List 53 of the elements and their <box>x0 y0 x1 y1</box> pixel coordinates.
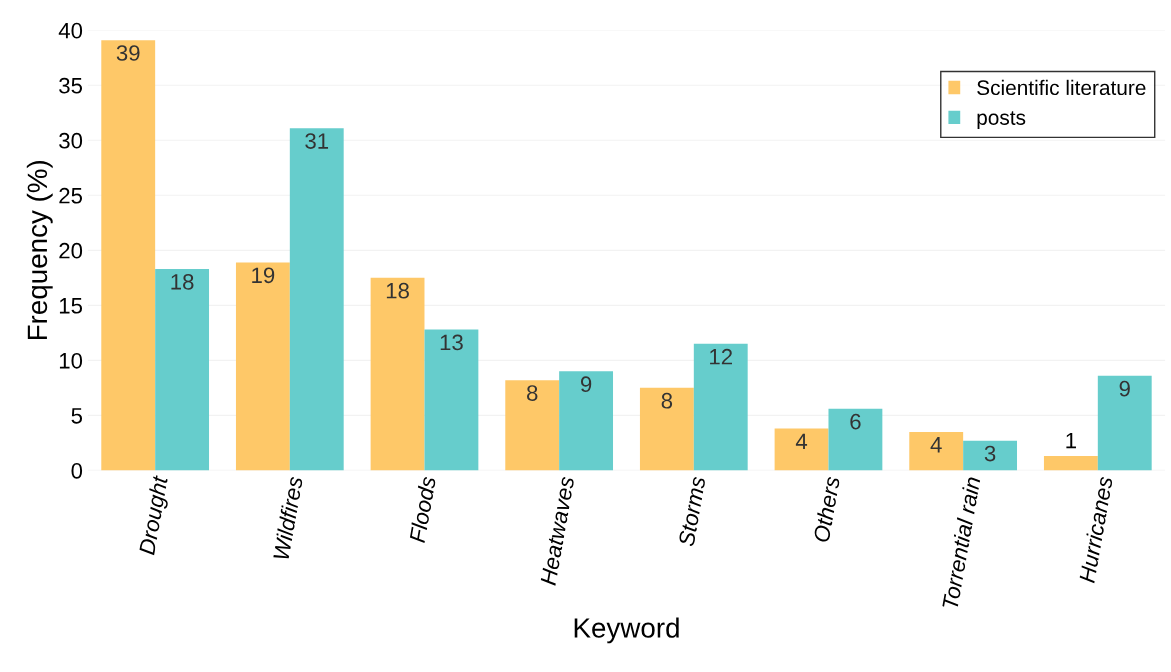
data-label: 6 <box>850 413 861 430</box>
x-tick-label: Wildfires <box>272 475 304 560</box>
data-label: 9 <box>1119 380 1130 397</box>
data-label: 31 <box>305 133 329 149</box>
data-label: 39 <box>116 45 140 61</box>
x-tick-label: Storms <box>678 475 706 547</box>
y-tick-label: 25 <box>59 187 83 204</box>
bar <box>1043 456 1098 471</box>
x-axis-title: Keyword <box>574 617 679 644</box>
y-tick-label: 15 <box>59 298 83 314</box>
y-tick-label: 40 <box>58 22 83 39</box>
bar <box>774 428 829 471</box>
data-label: 9 <box>580 376 592 393</box>
x-tick-label: Heatwaves <box>540 475 575 586</box>
x-tick-label: Drought <box>138 474 173 557</box>
bar <box>235 262 290 471</box>
x-tick-label: Floods <box>408 475 437 544</box>
y-tick-label: 20 <box>59 242 83 259</box>
bar <box>693 343 748 471</box>
bar <box>1097 375 1152 471</box>
bar <box>639 387 694 471</box>
bar <box>155 269 210 471</box>
data-label: 4 <box>795 433 808 450</box>
legend-label: Scientific literature <box>977 79 1146 96</box>
bar <box>559 371 614 471</box>
data-label: 12 <box>710 348 732 365</box>
data-label: 3 <box>984 445 996 462</box>
y-tick-label: 0 <box>71 462 83 479</box>
data-label: 13 <box>440 334 463 351</box>
legend-label: posts <box>977 111 1026 130</box>
y-tick-label: 10 <box>59 352 83 369</box>
data-label: 18 <box>171 274 194 290</box>
data-label: 1 <box>1066 432 1076 449</box>
bar <box>101 40 156 471</box>
data-label: 18 <box>386 282 409 299</box>
bar <box>505 380 560 471</box>
bar <box>424 329 479 471</box>
y-tick-label: 30 <box>59 132 83 149</box>
y-tick-label: 35 <box>59 77 83 94</box>
bar <box>289 128 344 471</box>
x-tick-label: Hurricanes <box>1078 475 1113 584</box>
data-label: 19 <box>252 267 275 284</box>
data-label: 4 <box>930 437 942 453</box>
bar <box>828 408 883 471</box>
y-tick-label: 5 <box>71 408 83 424</box>
bar <box>370 277 425 471</box>
bar <box>963 440 1018 471</box>
y-axis-title: Frequency (%) <box>26 160 53 340</box>
data-label: 8 <box>661 392 673 409</box>
x-tick-label: Others <box>812 475 841 543</box>
bar <box>909 431 964 471</box>
x-tick-label: Torrential rain <box>941 476 981 610</box>
data-label: 8 <box>527 385 538 401</box>
